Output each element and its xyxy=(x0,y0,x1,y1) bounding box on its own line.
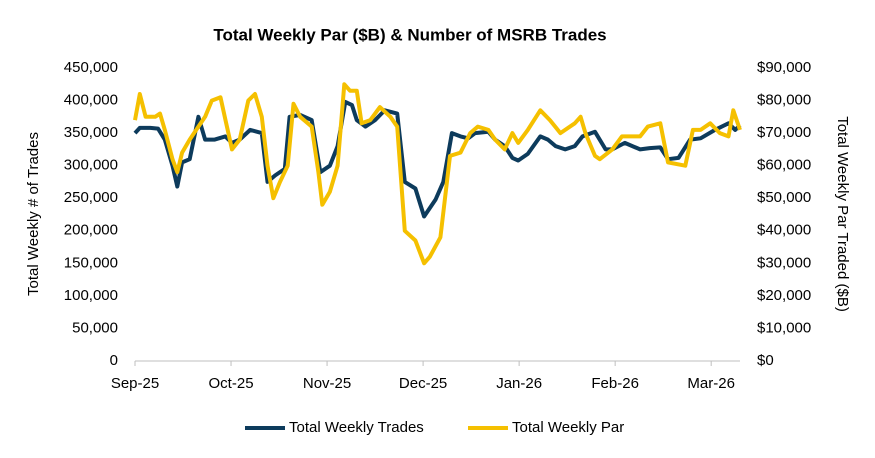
series-line xyxy=(133,99,742,219)
y-tick-label: 450,000 xyxy=(64,59,118,76)
y-tick-label: 150,000 xyxy=(64,254,118,271)
y-tick-label: 100,000 xyxy=(64,287,118,304)
series-line xyxy=(133,82,742,266)
y2-tick-label: $20,000 xyxy=(757,287,811,304)
x-tick-label: Feb-26 xyxy=(591,375,639,392)
legend-label: Total Weekly Trades xyxy=(289,419,424,436)
y2-tick-label: $30,000 xyxy=(757,254,811,271)
y-tick-label: 300,000 xyxy=(64,157,118,174)
y-axis-title: Total Weekly # of Trades xyxy=(25,132,42,296)
legend-label: Total Weekly Par xyxy=(512,419,624,436)
y2-tick-label: $70,000 xyxy=(757,124,811,141)
y-tick-label: 0 xyxy=(110,352,118,369)
y-tick-label: 250,000 xyxy=(64,189,118,206)
y2-tick-label: $90,000 xyxy=(757,59,811,76)
x-tick-label: Sep-25 xyxy=(111,375,159,392)
y-tick-label: 200,000 xyxy=(64,222,118,239)
y-tick-label: 400,000 xyxy=(64,92,118,109)
x-tick-label: Mar-26 xyxy=(687,375,735,392)
y2-tick-label: $50,000 xyxy=(757,189,811,206)
y2-tick-label: $10,000 xyxy=(757,319,811,336)
y-tick-label: 350,000 xyxy=(64,124,118,141)
x-tick-label: Oct-25 xyxy=(209,375,254,392)
x-tick-label: Dec-25 xyxy=(399,375,447,392)
y2-tick-label: $60,000 xyxy=(757,157,811,174)
y2-tick-label: $0 xyxy=(757,352,774,369)
x-tick-label: Jan-26 xyxy=(496,375,542,392)
y2-axis-title: Total Weekly Par Traded ($B) xyxy=(834,116,851,312)
y2-tick-label: $40,000 xyxy=(757,222,811,239)
chart-title: Total Weekly Par ($B) & Number of MSRB T… xyxy=(213,25,606,44)
x-tick-label: Nov-25 xyxy=(303,375,351,392)
y-tick-label: 50,000 xyxy=(72,319,118,336)
y2-tick-label: $80,000 xyxy=(757,92,811,109)
